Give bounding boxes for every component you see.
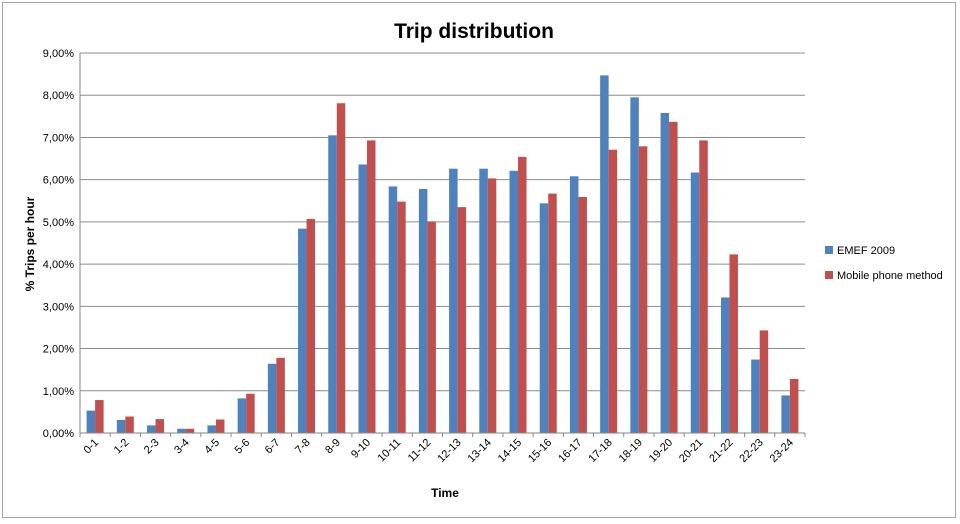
x-tick-label: 19-20 (647, 437, 675, 465)
x-tick-label: 7-8 (293, 437, 313, 457)
bar-mobile-phone-method-14-15 (518, 156, 527, 433)
bar-mobile-phone-method-20-21 (699, 140, 708, 433)
bar-mobile-phone-method-7-8 (306, 218, 316, 433)
bar-mobile-phone-method-21-22 (729, 254, 738, 433)
x-tick-label: 18-19 (617, 437, 645, 465)
bar-mobile-phone-method-18-19 (638, 146, 648, 434)
bar-mobile-phone-method-15-16 (548, 193, 557, 433)
y-axis-ticks: 0,00% 1,00% 2,00% 3,00% 4,00% 5,00% 6,00% 7,00%… (43, 48, 74, 440)
x-tick-label: 13-14 (466, 437, 494, 465)
bar-mobile-phone-method-5-6 (246, 393, 255, 433)
x-tick-label: 6-7 (263, 437, 283, 457)
bar-emef-2009-21-22 (720, 297, 730, 433)
x-tick-label: 22-23 (737, 437, 765, 465)
legend: EMEF 2009 Mobile phone method (825, 245, 943, 282)
bar-mobile-phone-method-10-11 (397, 201, 406, 433)
x-tick-label: 16-17 (556, 437, 584, 465)
bar-emef-2009-13-14 (479, 168, 488, 433)
y-tick-label: 1,00% (43, 386, 74, 398)
bar-emef-2009-17-18 (600, 75, 609, 433)
bar-mobile-phone-method-16-17 (578, 196, 587, 433)
y-tick-label: 9,00% (43, 48, 74, 60)
bar-mobile-phone-method-1-2 (125, 416, 134, 433)
x-tick-label: 10-11 (375, 437, 403, 465)
x-tick-label: 17-18 (586, 437, 614, 465)
bar-mobile-phone-method-8-9 (336, 103, 346, 433)
bar-mobile-phone-method-22-23 (759, 330, 769, 433)
bar-emef-2009-12-13 (449, 168, 458, 433)
x-tick-label: 14-15 (496, 437, 524, 465)
bar-mobile-phone-method-0-1 (95, 400, 104, 433)
legend-swatch-mobile-phone-method (825, 271, 833, 279)
y-tick-label: 5,00% (43, 217, 74, 229)
bar-emef-2009-6-7 (267, 363, 277, 433)
y-tick-label: 2,00% (43, 344, 74, 356)
x-tick-label: 20-21 (677, 437, 705, 465)
bar-mobile-phone-method-3-4 (185, 428, 195, 433)
bar-mobile-phone-method-9-10 (366, 140, 376, 433)
y-tick-label: 7,00% (43, 132, 74, 144)
bar-emef-2009-19-20 (660, 112, 670, 433)
y-tick-label: 6,00% (43, 175, 74, 187)
bar-emef-2009-15-16 (539, 203, 549, 433)
y-tick-label: 4,00% (43, 259, 74, 271)
bar-emef-2009-23-24 (781, 395, 790, 433)
x-tick-label: 4-5 (202, 437, 222, 457)
bars (86, 75, 799, 434)
bar-mobile-phone-method-2-3 (155, 419, 165, 433)
x-tick-label: 12-13 (435, 437, 463, 465)
bar-emef-2009-2-3 (147, 425, 156, 433)
legend-label-emef-2009: EMEF 2009 (837, 245, 895, 257)
x-tick-label: 23-24 (768, 437, 796, 465)
bar-emef-2009-22-23 (751, 359, 760, 433)
gridlines (80, 52, 805, 392)
x-tick-label: 0-1 (81, 437, 101, 457)
bar-emef-2009-9-10 (358, 164, 367, 433)
x-tick-label: 1-2 (112, 437, 132, 457)
x-tick-label: 11-12 (406, 437, 434, 465)
x-tick-label: 8-9 (323, 437, 343, 457)
y-tick-label: 3,00% (43, 301, 74, 313)
chart-title: Trip distribution (394, 20, 554, 43)
y-tick-label: 8,00% (43, 90, 74, 102)
bar-emef-2009-20-21 (690, 172, 700, 433)
legend-label-mobile-phone-method: Mobile phone method (837, 270, 943, 282)
bar-emef-2009-7-8 (298, 228, 307, 433)
bar-emef-2009-3-4 (177, 428, 186, 433)
x-tick-label: 2-3 (142, 437, 162, 457)
bar-emef-2009-0-1 (86, 410, 96, 433)
bar-mobile-phone-method-23-24 (789, 378, 799, 433)
x-tick-label: 3-4 (172, 437, 192, 457)
legend-swatch-emef-2009 (825, 246, 833, 254)
bar-mobile-phone-method-19-20 (669, 121, 678, 434)
bar-emef-2009-4-5 (207, 425, 216, 433)
bar-emef-2009-1-2 (116, 419, 126, 433)
bar-mobile-phone-method-11-12 (427, 221, 436, 433)
y-tick-label: 0,00% (43, 428, 74, 440)
x-axis-ticks: 0-1 1-2 2-3 3-4 4-5 5-6 6-7 7-8 8-9 9-10 10-11 11-1… (79, 433, 806, 465)
x-tick-label: 5-6 (233, 437, 253, 457)
bar-mobile-phone-method-17-18 (608, 149, 618, 433)
bar-emef-2009-5-6 (237, 398, 247, 433)
bar-mobile-phone-method-4-5 (215, 419, 225, 433)
bar-mobile-phone-method-13-14 (487, 178, 497, 433)
x-tick-label: 21-22 (707, 437, 735, 465)
bar-emef-2009-14-15 (509, 170, 519, 434)
x-axis-label: Time (431, 486, 459, 500)
bar-emef-2009-10-11 (388, 186, 398, 433)
chart-svg: Trip distribution 0,00% 1,00% 2,00% 3,00% 4,… (23, 20, 943, 500)
x-tick-label: 9-10 (349, 437, 373, 461)
bar-emef-2009-11-12 (418, 188, 428, 433)
bar-mobile-phone-method-6-7 (276, 357, 285, 433)
chart-frame: Trip distribution 0,00% 1,00% 2,00% 3,00% 4,… (2, 2, 956, 518)
bar-emef-2009-18-19 (630, 97, 639, 433)
bar-mobile-phone-method-12-13 (457, 207, 467, 433)
bar-emef-2009-16-17 (569, 176, 579, 434)
bar-emef-2009-8-9 (328, 135, 337, 434)
x-tick-label: 15-16 (526, 437, 554, 465)
y-axis-label: % Trips per hour (23, 196, 37, 291)
